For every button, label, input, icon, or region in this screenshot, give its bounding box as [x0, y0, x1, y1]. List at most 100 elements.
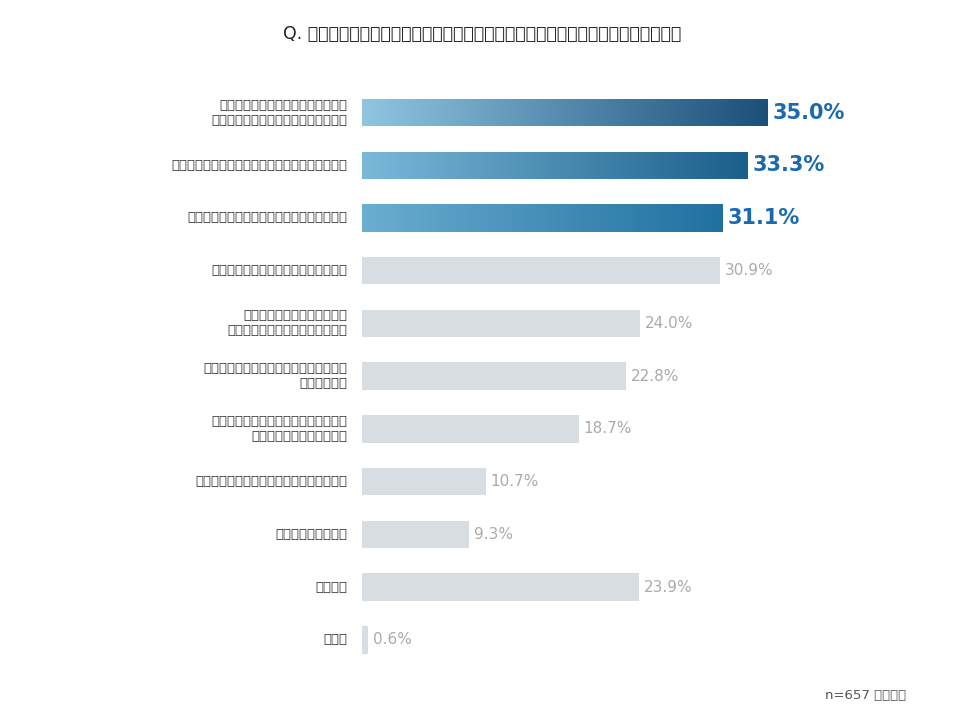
Bar: [662, 151, 663, 179]
Bar: [534, 204, 535, 232]
Bar: [521, 204, 522, 232]
Bar: [705, 99, 706, 126]
Bar: [525, 204, 526, 232]
Bar: [390, 99, 391, 126]
Bar: [488, 151, 489, 179]
Bar: [741, 151, 743, 179]
Bar: [476, 151, 477, 179]
Bar: [600, 151, 602, 179]
Bar: [364, 99, 365, 126]
Bar: [462, 204, 463, 232]
Bar: [576, 204, 577, 232]
Bar: [569, 99, 570, 126]
Bar: [693, 99, 695, 126]
Bar: [695, 151, 697, 179]
Bar: [466, 99, 468, 126]
Bar: [594, 204, 595, 232]
Bar: [526, 99, 528, 126]
Bar: [622, 151, 623, 179]
Bar: [645, 151, 646, 179]
Bar: [663, 99, 665, 126]
Bar: [649, 151, 650, 179]
Bar: [691, 151, 693, 179]
Text: 23.9%: 23.9%: [644, 580, 692, 595]
Bar: [552, 99, 554, 126]
Bar: [478, 99, 479, 126]
Bar: [383, 204, 385, 232]
Bar: [652, 99, 653, 126]
Bar: [448, 204, 449, 232]
Bar: [700, 99, 702, 126]
Bar: [625, 151, 626, 179]
Bar: [381, 151, 382, 179]
Bar: [714, 204, 715, 232]
Text: Q. あなたが感じている、立替精算に関する課題点を教えてください（経理担当者）: Q. あなたが感じている、立替精算に関する課題点を教えてください（経理担当者）: [282, 25, 682, 43]
Bar: [520, 151, 522, 179]
Bar: [660, 151, 662, 179]
Bar: [556, 151, 557, 179]
Bar: [485, 99, 486, 126]
Bar: [483, 99, 485, 126]
Bar: [362, 626, 368, 654]
Bar: [592, 99, 593, 126]
Bar: [572, 151, 573, 179]
Bar: [639, 99, 640, 126]
Bar: [722, 99, 723, 126]
Bar: [602, 204, 603, 232]
Bar: [685, 99, 686, 126]
Bar: [546, 151, 548, 179]
Bar: [697, 151, 698, 179]
Bar: [665, 99, 666, 126]
Bar: [582, 99, 583, 126]
Bar: [663, 151, 664, 179]
Bar: [538, 151, 540, 179]
Bar: [442, 99, 444, 126]
Bar: [477, 204, 478, 232]
Bar: [699, 99, 700, 126]
Bar: [759, 99, 760, 126]
Bar: [375, 204, 376, 232]
Bar: [710, 99, 711, 126]
Bar: [613, 151, 614, 179]
Bar: [375, 99, 376, 126]
Bar: [429, 151, 430, 179]
Bar: [734, 99, 736, 126]
Bar: [506, 99, 508, 126]
Bar: [445, 99, 447, 126]
Bar: [718, 99, 719, 126]
Bar: [549, 99, 551, 126]
Bar: [381, 99, 382, 126]
Bar: [547, 204, 549, 232]
Bar: [602, 99, 604, 126]
Bar: [615, 204, 617, 232]
Text: 35.0%: 35.0%: [772, 102, 844, 122]
Bar: [558, 99, 559, 126]
Bar: [476, 99, 478, 126]
Bar: [606, 151, 607, 179]
Bar: [721, 204, 723, 232]
Bar: [736, 99, 738, 126]
Bar: [399, 204, 400, 232]
Bar: [504, 99, 505, 126]
Bar: [629, 99, 631, 126]
Bar: [487, 204, 488, 232]
Bar: [415, 151, 416, 179]
Bar: [742, 99, 743, 126]
Bar: [362, 257, 720, 284]
Text: 18.7%: 18.7%: [583, 421, 631, 436]
Bar: [390, 204, 391, 232]
Bar: [425, 204, 426, 232]
Bar: [748, 99, 749, 126]
Bar: [540, 99, 542, 126]
Bar: [752, 99, 753, 126]
Bar: [489, 151, 491, 179]
Bar: [656, 99, 658, 126]
Bar: [729, 151, 730, 179]
Bar: [575, 99, 576, 126]
Bar: [523, 151, 525, 179]
Bar: [675, 99, 676, 126]
Bar: [453, 204, 454, 232]
Bar: [376, 204, 377, 232]
Bar: [529, 204, 530, 232]
Bar: [685, 204, 686, 232]
